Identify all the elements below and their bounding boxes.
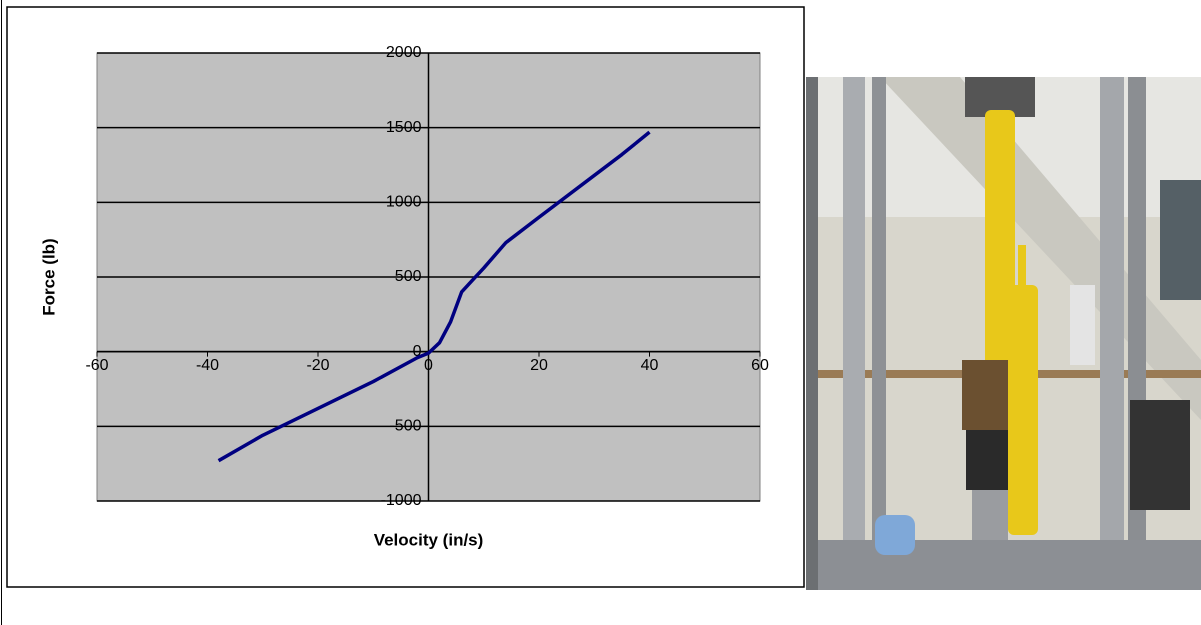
- x-tick-label: 40: [641, 357, 659, 374]
- x-tick-label: 60: [751, 357, 769, 374]
- y-tick-label: 1500: [386, 119, 422, 136]
- x-tick-label: -60: [85, 357, 108, 374]
- x-axis-title: Velocity (in/s): [374, 530, 484, 549]
- x-tick-label: -40: [196, 357, 219, 374]
- x-tick-label: -20: [306, 357, 329, 374]
- photo: [806, 77, 1201, 590]
- y-tick-label: -500: [389, 418, 421, 435]
- y-tick-label: 500: [395, 268, 422, 285]
- y-tick-label: -1000: [381, 492, 422, 509]
- y-axis-title: Force (lb): [39, 238, 58, 315]
- y-tick-label: 2000: [386, 44, 422, 61]
- data-line: [217, 130, 651, 463]
- y-tick-label: 1000: [386, 194, 422, 211]
- x-tick-label: 20: [530, 357, 548, 374]
- x-tick-label: 0: [424, 357, 433, 374]
